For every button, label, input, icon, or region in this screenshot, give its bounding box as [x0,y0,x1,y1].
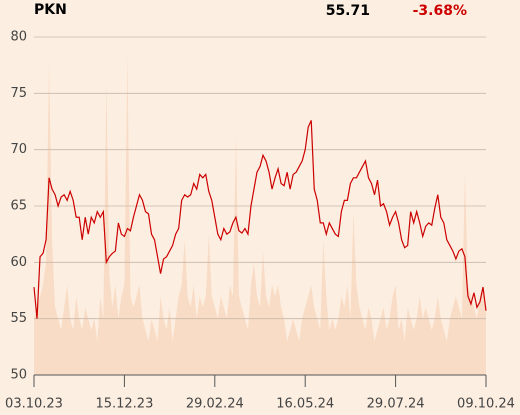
x-tick-label: 09.10.24 [457,397,515,412]
price-change: -3.68% [413,3,467,19]
y-tick-label: 55 [10,311,27,326]
y-tick-label: 50 [10,368,27,383]
last-price: 55.71 [326,3,370,19]
y-tick-label: 75 [10,86,27,101]
volume-area [34,53,486,376]
x-tick-label: 03.10.23 [5,397,63,412]
y-tick-label: 80 [10,30,27,45]
ticker: PKN [34,2,67,18]
x-tick-label: 16.05.24 [276,397,334,412]
price-line [33,120,487,319]
x-tick-label: 29.07.24 [367,397,425,412]
x-tick-label: 29.02.24 [186,397,244,412]
y-tick-label: 70 [10,142,27,157]
y-tick-label: 65 [10,199,27,214]
y-tick-label: 60 [10,255,27,270]
x-tick-label: 15.12.23 [95,397,153,412]
